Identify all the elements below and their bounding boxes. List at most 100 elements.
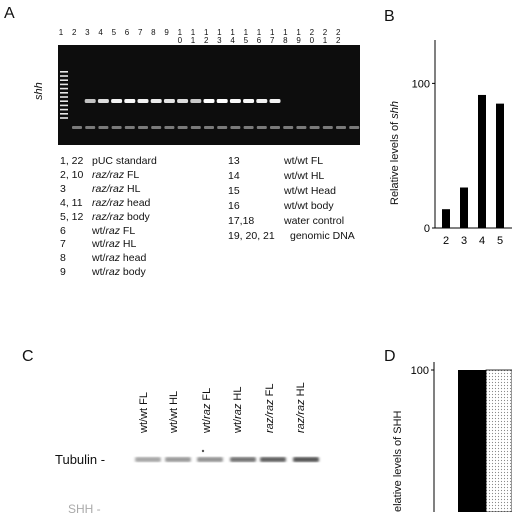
legend-left-row: 2, 10 raz/raz FL — [60, 168, 140, 181]
legend-right-row: 19, 20, 21 genomic DNA — [228, 229, 355, 242]
legend-number: 8 — [60, 252, 66, 265]
primer-band — [270, 126, 280, 129]
legend-number: 19, 20, 21 — [228, 229, 275, 242]
ladder-band — [60, 79, 68, 81]
chart-d-bar — [485, 369, 512, 512]
ladder-band — [60, 83, 68, 86]
gel-lane-number: 4 — [98, 28, 103, 37]
primer-band — [296, 126, 307, 129]
chart-d-ylabel: elative levels of SHH — [392, 410, 404, 513]
legend-number: 16 — [228, 199, 240, 212]
tubulin-band — [230, 457, 256, 462]
ladder-band — [60, 75, 68, 77]
western-lane-label: wt/raz FL — [201, 387, 213, 433]
primer-band — [283, 126, 294, 129]
gel-lane-number: 1 7 — [269, 28, 275, 45]
legend-right-row: 15 wt/wt Head — [228, 184, 336, 197]
legend-number: 17,18 — [228, 214, 255, 227]
gel-lane-number: 2 1 — [322, 28, 328, 45]
gel-lane-number: 1 5 — [243, 28, 249, 45]
legend-number: 5, 12 — [60, 210, 84, 223]
chart-d-ytick-label: 100 — [411, 365, 429, 377]
legend-left-row: 8 wt/raz head — [60, 252, 147, 265]
ladder-band — [60, 92, 68, 94]
shh-band — [111, 99, 123, 103]
ladder-band — [60, 96, 68, 98]
primer-band — [164, 126, 175, 129]
shh-band — [216, 99, 228, 103]
shh-band — [256, 99, 268, 103]
chart-b-ylabel-text: Relative levels of — [389, 118, 401, 205]
gel-lane-number: 1 3 — [217, 28, 222, 45]
chart-b: 0 100 2 3 4 5 — [412, 40, 512, 247]
legend-number: 9 — [60, 266, 66, 279]
western-lane-label: raz/raz FL — [264, 383, 276, 433]
legend-number: 6 — [60, 224, 66, 237]
ladder-band — [60, 100, 68, 102]
ladder-band — [60, 117, 68, 119]
chart-b-xtick-label: 5 — [497, 235, 503, 247]
primer-band — [256, 126, 267, 129]
shh-band — [97, 99, 109, 103]
legend-left-row: 9 wt/raz body — [60, 266, 146, 279]
gel-lane-number: 1 0 — [177, 28, 183, 45]
ladder-band — [60, 104, 68, 107]
tubulin-band — [293, 457, 319, 462]
chart-b-xtick-label: 4 — [479, 235, 485, 247]
primer-band — [190, 126, 201, 129]
chart-b-bar — [460, 187, 468, 228]
chart-b-ylabel: Relative levels of shh — [389, 101, 401, 205]
legend-right-row: 14 wt/wt HL — [228, 169, 325, 182]
primer-band — [230, 126, 241, 129]
shh-band — [137, 99, 149, 103]
tubulin-band — [165, 457, 191, 462]
legend-left-row: 4, 11 raz/raz head — [60, 196, 151, 209]
shh-band — [229, 99, 241, 103]
shh-label: SHH - — [68, 502, 101, 516]
legend-right-row: 16 wt/wt body — [228, 199, 334, 212]
shh-band — [269, 99, 281, 103]
blot-speck — [201, 449, 205, 453]
gel-image — [58, 45, 360, 145]
chart-d: 100 — [411, 362, 512, 512]
shh-band — [150, 99, 162, 103]
western-blot — [135, 449, 319, 462]
gel-lane-number: 2 2 — [335, 28, 341, 45]
chart-d-bar — [458, 370, 486, 512]
primer-band — [151, 126, 162, 129]
western-lane-label: wt/raz HL — [232, 386, 244, 433]
primer-band — [138, 126, 148, 129]
primer-band — [336, 126, 346, 129]
primer-band — [111, 126, 122, 129]
gel-lane-number: 1 2 — [203, 28, 209, 45]
primer-band — [72, 126, 82, 129]
legend-left-row: 7 wt/raz HL — [60, 238, 137, 251]
chart-b-bar — [478, 94, 486, 228]
primer-band — [243, 126, 254, 129]
gel-lane-number: 6 — [124, 28, 130, 37]
tubulin-band — [197, 457, 223, 462]
chart-b-bar — [442, 209, 450, 228]
legend-number: 7 — [60, 238, 66, 251]
primer-band — [85, 126, 96, 129]
gel-lane-number: 3 — [85, 28, 90, 37]
legend-number: 14 — [228, 169, 240, 182]
western-lane-label: wt/wt HL — [168, 390, 180, 433]
legend-right-row: 13 wt/wt FL — [228, 155, 324, 167]
primer-band — [217, 126, 228, 129]
gel-lane-number: 1 1 — [190, 28, 196, 45]
legend-right-row: 17,18 water control — [228, 214, 345, 227]
ladder-band — [60, 108, 68, 111]
shh-band — [84, 99, 96, 103]
western-lane-label: raz/raz HL — [295, 382, 307, 433]
gel-lane-number: 8 — [151, 28, 156, 37]
primer-band — [124, 126, 135, 129]
gel-lane-number: 1 — [58, 28, 64, 37]
gel-lane-number: 1 9 — [296, 28, 301, 45]
shh-band — [124, 99, 136, 103]
gel-lane-number: 9 — [164, 28, 169, 37]
chart-b-ytick-label: 0 — [424, 223, 430, 235]
tubulin-band — [260, 457, 286, 462]
shh-band — [243, 99, 255, 103]
ladder-band — [60, 87, 68, 90]
